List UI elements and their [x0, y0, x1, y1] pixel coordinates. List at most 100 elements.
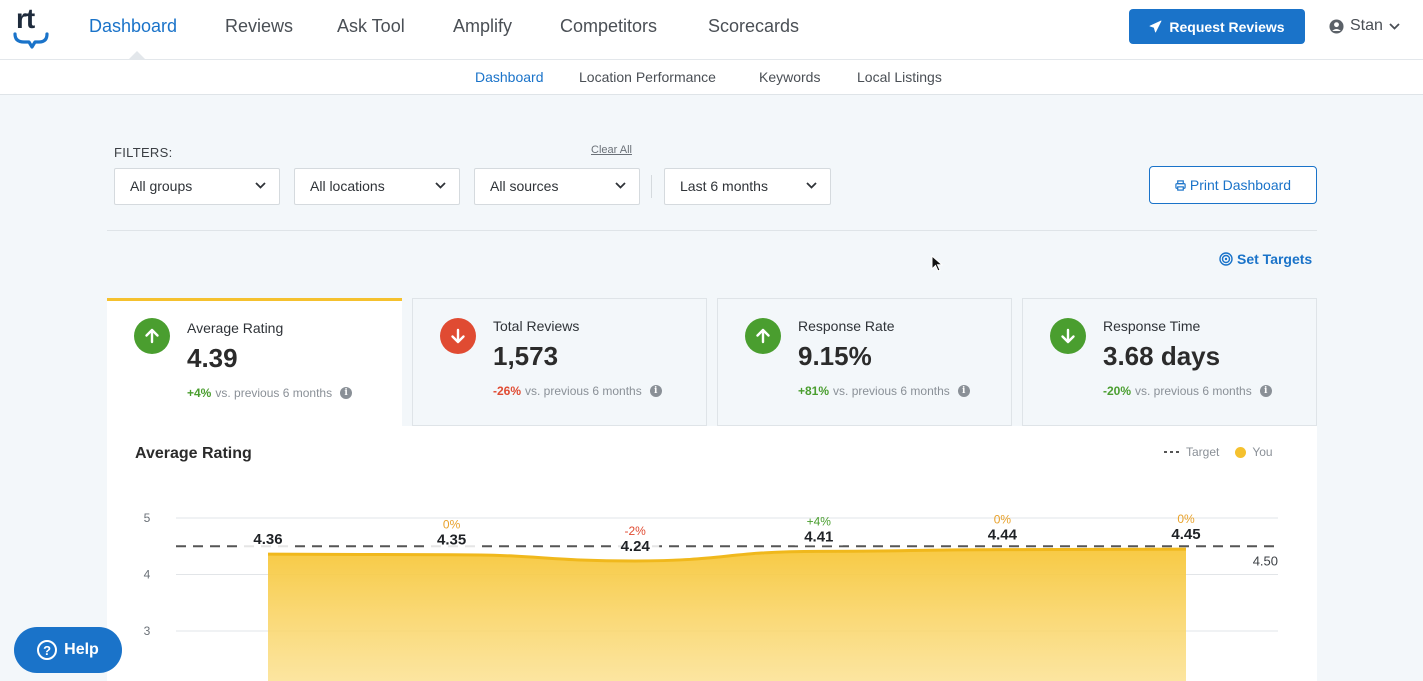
- data-label-background: [1162, 523, 1210, 544]
- nav-amplify[interactable]: Amplify: [453, 16, 513, 36]
- data-label-background: [427, 528, 476, 549]
- kpi-change: +4% vs. previous 6 months i: [187, 386, 353, 400]
- filters-label: FILTERS:: [114, 145, 173, 160]
- target-icon: [1219, 252, 1233, 266]
- active-nav-indicator: [128, 51, 146, 60]
- chart-title: Average Rating: [135, 445, 252, 462]
- info-icon[interactable]: i: [957, 385, 970, 397]
- data-label-background: [794, 525, 843, 546]
- kpi-change-percent: -26%: [493, 384, 522, 398]
- set-targets-label: Set Targets: [1237, 251, 1313, 267]
- logo-text: rt: [16, 3, 35, 34]
- target-value-label: 4.50: [1253, 553, 1278, 568]
- change-label: 0%: [443, 518, 461, 532]
- data-label-background: [611, 534, 660, 555]
- change-label: 0%: [1177, 512, 1195, 526]
- data-label-background: [244, 528, 292, 549]
- subnav-local-listings[interactable]: Local Listings: [857, 69, 942, 85]
- locations-select-value: All locations: [310, 178, 385, 194]
- nav-scorecards[interactable]: Scorecards: [708, 16, 800, 36]
- average-rating-chart-panel: 3 4 5 4.50 4.36 4.35 0% 4.24 -2% 4.41 +4% 4.44 0% 4.4…: [107, 426, 1317, 681]
- groups-select-value: All groups: [130, 178, 193, 194]
- data-label: 4.41: [804, 528, 833, 545]
- paper-plane-icon: [1149, 20, 1162, 33]
- kpi-value: 9.15%: [798, 341, 872, 371]
- nav-reviews[interactable]: Reviews: [225, 16, 294, 36]
- y-tick-label: 3: [144, 624, 151, 638]
- info-icon[interactable]: i: [340, 387, 353, 399]
- kpi-change-suffix: vs. previous 6 months: [525, 384, 642, 398]
- you-area: [268, 549, 1186, 681]
- legend-target-label[interactable]: Target: [1186, 445, 1220, 459]
- kpi-change-percent: -20%: [1103, 384, 1132, 398]
- sub-navigation: Dashboard Location Performance Keywords …: [0, 60, 1423, 95]
- chevron-down-icon: [615, 182, 626, 189]
- data-label: 4.44: [988, 527, 1018, 544]
- kpi-label: Response Time: [1103, 318, 1201, 334]
- data-label: 4.24: [621, 538, 651, 555]
- user-avatar-icon: [1329, 18, 1344, 34]
- change-label: 0%: [994, 513, 1012, 527]
- question-icon: ?: [37, 640, 58, 660]
- kpi-change-percent: +81%: [798, 384, 830, 398]
- top-navigation: rt Dashboard Reviews Ask Tool Amplify Co…: [0, 0, 1423, 60]
- kpi-change: +81% vs. previous 6 months i: [798, 384, 970, 398]
- legend-you-label[interactable]: You: [1252, 445, 1273, 459]
- nav-dashboard[interactable]: Dashboard: [89, 16, 178, 36]
- subnav-dashboard[interactable]: Dashboard: [475, 69, 544, 85]
- info-icon[interactable]: i: [649, 385, 662, 397]
- data-label: 4.36: [253, 531, 282, 548]
- info-icon[interactable]: i: [1259, 385, 1272, 397]
- kpi-card-response-rate[interactable]: Response Rate 9.15% +81% vs. previous 6 …: [717, 298, 1012, 426]
- filter-separator: [651, 175, 652, 198]
- request-reviews-button[interactable]: Request Reviews: [1129, 9, 1305, 44]
- arrow-up-icon: [745, 318, 781, 354]
- chevron-down-icon: [435, 182, 446, 189]
- subnav-keywords[interactable]: Keywords: [759, 69, 821, 85]
- section-divider: [107, 230, 1317, 231]
- sources-select-value: All sources: [490, 178, 559, 194]
- y-tick-label: 4: [144, 568, 151, 582]
- kpi-card-response-time[interactable]: Response Time 3.68 days -20% vs. previou…: [1022, 298, 1317, 426]
- kpi-change-suffix: vs. previous 6 months: [215, 386, 333, 400]
- kpi-label: Average Rating: [187, 320, 284, 336]
- print-dashboard-label: Print Dashboard: [1189, 177, 1292, 193]
- data-label-background: [978, 523, 1027, 544]
- help-button[interactable]: ? Help: [14, 627, 122, 673]
- legend-dashed-line-icon: [1164, 451, 1180, 453]
- chart-legend: Target You: [1164, 445, 1273, 459]
- kpi-change-suffix: vs. previous 6 months: [1135, 384, 1252, 398]
- period-select[interactable]: Last 6 months: [664, 168, 831, 205]
- help-label: Help: [64, 641, 99, 658]
- brand-logo[interactable]: rt: [12, 4, 52, 50]
- kpi-label: Response Rate: [798, 318, 895, 334]
- kpi-change-percent: +4%: [187, 386, 212, 400]
- kpi-card-average-rating[interactable]: Average Rating 4.39 +4% vs. previous 6 m…: [107, 298, 402, 426]
- chevron-down-icon: [1389, 22, 1400, 30]
- kpi-change-suffix: vs. previous 6 months: [833, 384, 950, 398]
- arrow-down-icon: [440, 318, 476, 354]
- print-dashboard-button[interactable]: Print Dashboard: [1149, 166, 1317, 204]
- chevron-down-icon: [255, 182, 266, 189]
- kpi-change: -26% vs. previous 6 months i: [493, 384, 662, 398]
- kpi-card-total-reviews[interactable]: Total Reviews 1,573 -26% vs. previous 6 …: [412, 298, 707, 426]
- user-menu[interactable]: Stan: [1329, 17, 1400, 35]
- subnav-location-performance[interactable]: Location Performance: [579, 69, 716, 85]
- kpi-label: Total Reviews: [493, 318, 580, 334]
- you-series-line: [267, 547, 1187, 563]
- nav-competitors[interactable]: Competitors: [560, 16, 658, 36]
- kpi-change: -20% vs. previous 6 months i: [1103, 384, 1272, 398]
- nav-ask-tool[interactable]: Ask Tool: [337, 16, 405, 36]
- groups-select[interactable]: All groups: [114, 168, 280, 205]
- locations-select[interactable]: All locations: [294, 168, 460, 205]
- y-tick-label: 5: [144, 511, 151, 525]
- sources-select[interactable]: All sources: [474, 168, 640, 205]
- printer-icon: [1175, 179, 1186, 191]
- kpi-value: 4.39: [187, 343, 238, 373]
- clear-all-link[interactable]: Clear All: [591, 144, 632, 156]
- data-label: 4.45: [1171, 526, 1200, 543]
- change-label: +4%: [807, 514, 832, 528]
- set-targets-link[interactable]: Set Targets: [1219, 251, 1312, 267]
- kpi-value: 3.68 days: [1103, 341, 1221, 371]
